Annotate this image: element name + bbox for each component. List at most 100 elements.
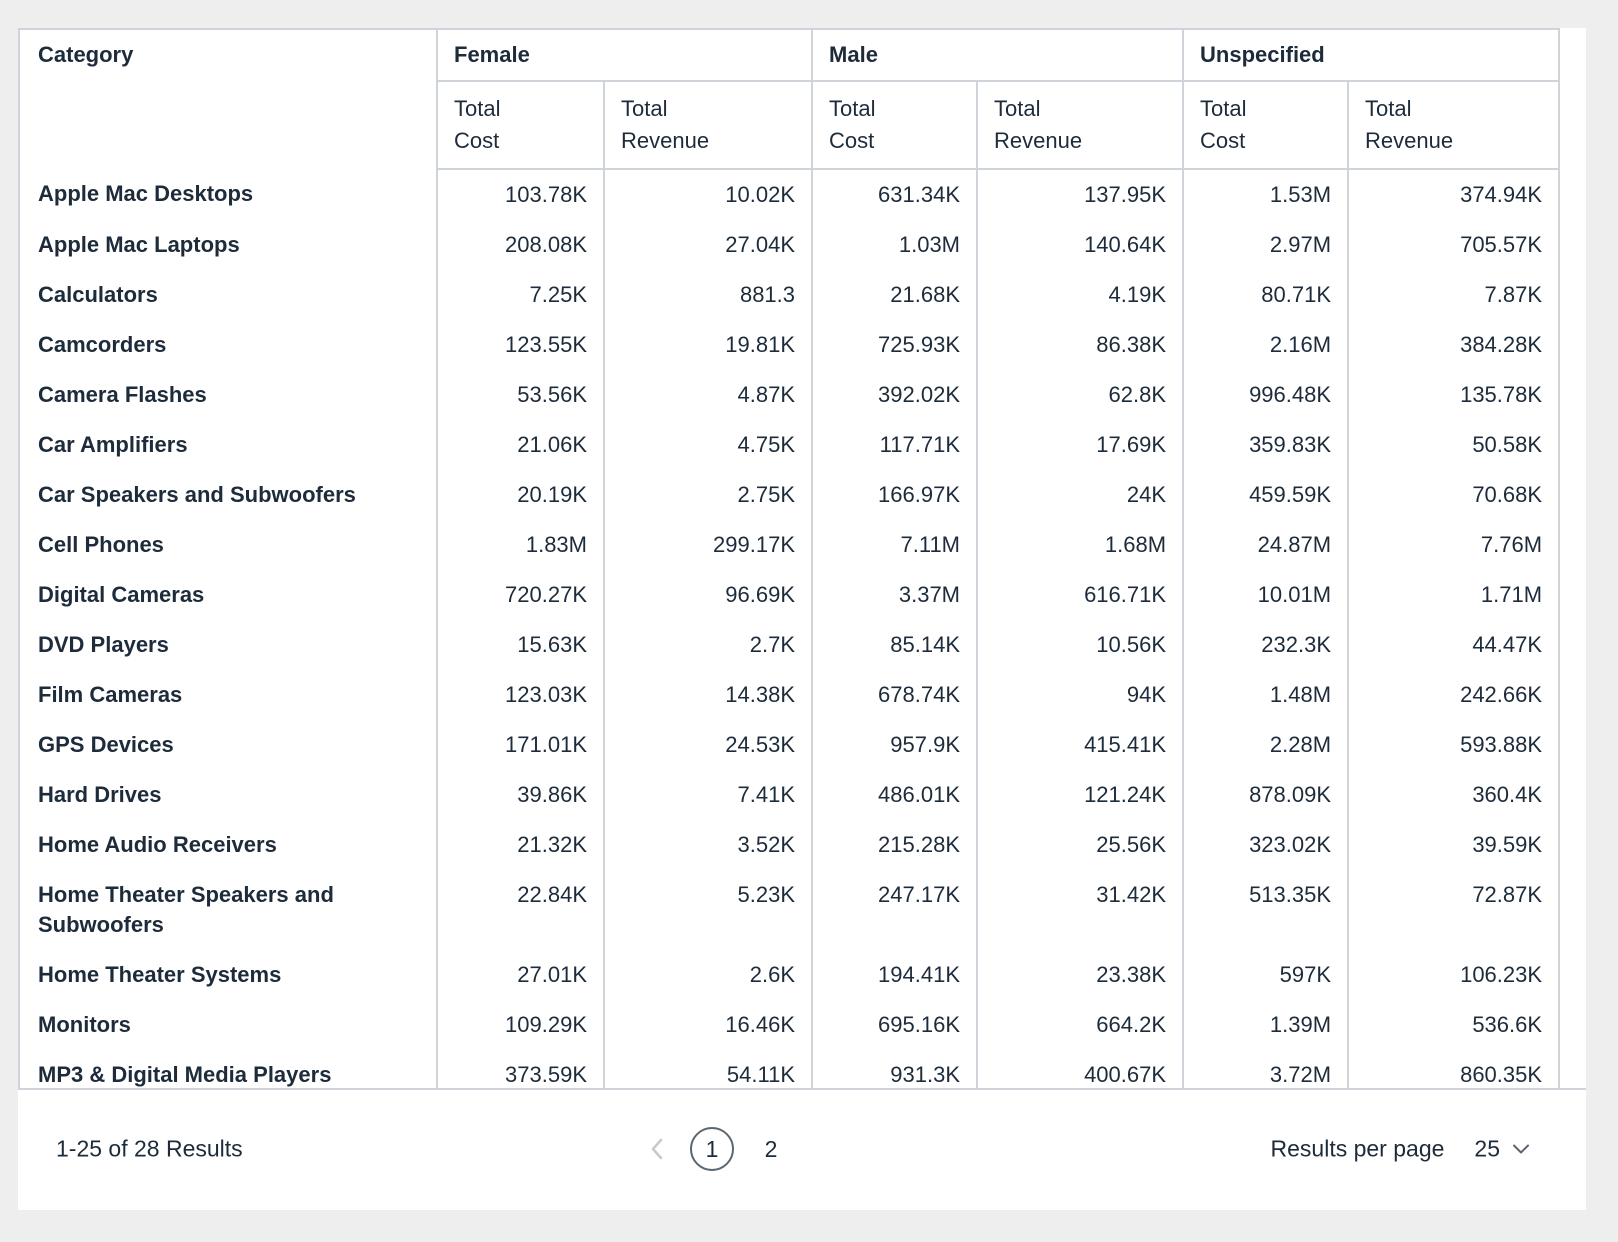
value-cell: 2.97M <box>1182 220 1349 270</box>
value-cell: 2.28M <box>1182 720 1349 770</box>
previous-page-button[interactable] <box>646 1127 668 1171</box>
value-cell: 1.53M <box>1182 169 1349 220</box>
category-cell: Home Audio Receivers <box>38 832 277 857</box>
value-cell: 21.32K <box>436 820 604 870</box>
value-cell: 705.57K <box>1347 220 1560 270</box>
column-header-unspecified-total-cost[interactable]: Total Cost <box>1182 81 1349 170</box>
column-header-category[interactable]: Category <box>19 29 438 169</box>
value-cell: 137.95K <box>976 169 1184 220</box>
value-cell: 513.35K <box>1182 870 1349 950</box>
value-cell: 616.71K <box>976 570 1184 620</box>
value-cell: 123.03K <box>436 670 604 720</box>
table-row: Car Amplifiers 21.06K 4.75K 117.71K 17.69K 35… <box>19 420 1560 470</box>
group-header-row: Category Female Male Unspecified <box>19 29 1560 169</box>
category-cell: Film Cameras <box>38 682 183 707</box>
value-cell: 94K <box>976 670 1184 720</box>
value-cell: 62.8K <box>976 370 1184 420</box>
value-cell: 166.97K <box>811 470 978 520</box>
pagination-footer: 1-25 of 28 Results 1 2 Results per page <box>18 1090 1586 1208</box>
category-cell: Cell Phones <box>38 532 164 557</box>
value-cell: 3.52K <box>602 820 813 870</box>
table-row: Home Theater Systems 27.01K 2.6K 194.41K 23.… <box>19 950 1560 1000</box>
value-cell: 24.53K <box>602 720 813 770</box>
value-cell: 7.25K <box>436 270 604 320</box>
column-group-female[interactable]: Female <box>435 29 813 82</box>
value-cell: 10.01M <box>1182 570 1349 620</box>
category-cell: Home Theater Systems <box>38 962 282 987</box>
value-cell: 96.69K <box>602 570 813 620</box>
category-cell: Apple Mac Desktops <box>38 181 254 206</box>
value-cell: 27.04K <box>602 220 813 270</box>
category-cell: MP3 & Digital Media Players <box>38 1062 332 1087</box>
value-cell: 242.66K <box>1347 670 1560 720</box>
value-cell: 31.42K <box>976 870 1184 950</box>
value-cell: 80.71K <box>1182 270 1349 320</box>
value-cell: 16.46K <box>602 1000 813 1050</box>
value-cell: 1.48M <box>1182 670 1349 720</box>
column-group-male[interactable]: Male <box>811 29 1184 82</box>
table-row: Camera Flashes 53.56K 4.87K 392.02K 62.8K 996… <box>19 370 1560 420</box>
value-cell: 106.23K <box>1347 950 1560 1000</box>
results-per-page-select[interactable]: 25 <box>1474 1136 1530 1163</box>
column-header-male-total-revenue[interactable]: Total Revenue <box>976 81 1184 170</box>
table-row: Calculators 7.25K 881.3 21.68K 4.19K 80.71K 7.… <box>19 270 1560 320</box>
table-row: DVD Players 15.63K 2.7K 85.14K 10.56K 232.3K 4… <box>19 620 1560 670</box>
value-cell: 860.35K <box>1347 1050 1560 1088</box>
value-cell: 17.69K <box>976 420 1184 470</box>
value-cell: 2.16M <box>1182 320 1349 370</box>
table-row: Cell Phones 1.83M 299.17K 7.11M 1.68M 24.87M 7… <box>19 520 1560 570</box>
chevron-down-icon <box>1513 1144 1529 1154</box>
value-cell: 486.01K <box>811 770 978 820</box>
value-cell: 121.24K <box>976 770 1184 820</box>
category-cell: Monitors <box>38 1012 131 1037</box>
page-button-1[interactable]: 1 <box>690 1127 734 1171</box>
pivot-table-card: Category Female Male Unspecified Total C… <box>18 28 1586 1210</box>
table-row: Film Cameras 123.03K 14.38K 678.74K 94K 1.48M… <box>19 670 1560 720</box>
value-cell: 597K <box>1182 950 1349 1000</box>
value-cell: 631.34K <box>811 169 978 220</box>
page-button-2[interactable]: 2 <box>764 1135 778 1162</box>
value-cell: 117.71K <box>811 420 978 470</box>
value-cell: 881.3 <box>602 270 813 320</box>
category-cell: Car Speakers and Subwoofers <box>38 482 356 507</box>
value-cell: 86.38K <box>976 320 1184 370</box>
column-header-female-total-revenue[interactable]: Total Revenue <box>602 81 813 170</box>
table-scroll-area[interactable]: Category Female Male Unspecified Total C… <box>18 28 1586 1090</box>
value-cell: 3.72M <box>1182 1050 1349 1088</box>
value-cell: 459.59K <box>1182 470 1349 520</box>
value-cell: 109.29K <box>436 1000 604 1050</box>
value-cell: 103.78K <box>436 169 604 220</box>
next-page-button[interactable] <box>808 1127 830 1171</box>
category-cell: Car Amplifiers <box>38 432 188 457</box>
value-cell: 21.68K <box>811 270 978 320</box>
value-cell: 19.81K <box>602 320 813 370</box>
value-cell: 2.75K <box>602 470 813 520</box>
value-cell: 215.28K <box>811 820 978 870</box>
value-cell: 247.17K <box>811 870 978 950</box>
value-cell: 70.68K <box>1347 470 1560 520</box>
value-cell: 7.76M <box>1347 520 1560 570</box>
value-cell: 695.16K <box>811 1000 978 1050</box>
column-group-unspecified[interactable]: Unspecified <box>1182 29 1560 82</box>
value-cell: 194.41K <box>811 950 978 1000</box>
table-row: Home Theater Speakers and Subwoofers 22.8… <box>19 870 1560 950</box>
category-cell: DVD Players <box>38 632 169 657</box>
column-header-male-total-cost[interactable]: Total Cost <box>811 81 978 170</box>
category-cell: Calculators <box>38 282 158 307</box>
column-header-female-total-cost[interactable]: Total Cost <box>436 81 604 170</box>
value-cell: 4.19K <box>976 270 1184 320</box>
table-row: GPS Devices 171.01K 24.53K 957.9K 415.41K 2.2… <box>19 720 1560 770</box>
value-cell: 20.19K <box>436 470 604 520</box>
results-per-page: Results per page 25 <box>1271 1136 1530 1163</box>
value-cell: 15.63K <box>436 620 604 670</box>
value-cell: 23.38K <box>976 950 1184 1000</box>
value-cell: 24.87M <box>1182 520 1349 570</box>
value-cell: 720.27K <box>436 570 604 620</box>
pager: 1 2 <box>646 1127 830 1171</box>
column-header-unspecified-total-revenue[interactable]: Total Revenue <box>1347 81 1560 170</box>
value-cell: 21.06K <box>436 420 604 470</box>
value-cell: 1.68M <box>976 520 1184 570</box>
value-cell: 5.23K <box>602 870 813 950</box>
pivot-table: Category Female Male Unspecified Total C… <box>18 28 1561 1088</box>
